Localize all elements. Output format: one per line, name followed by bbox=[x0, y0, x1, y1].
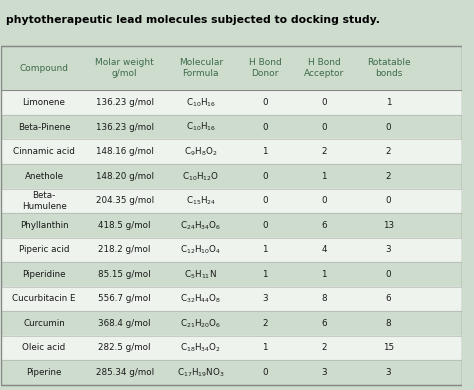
Text: Anethole: Anethole bbox=[25, 172, 64, 181]
Text: C$_{32}$H$_{44}$O$_{8}$: C$_{32}$H$_{44}$O$_{8}$ bbox=[180, 292, 221, 305]
Text: Piperidine: Piperidine bbox=[22, 270, 66, 279]
Text: H Bond
Acceptor: H Bond Acceptor bbox=[304, 58, 344, 78]
Text: 0: 0 bbox=[386, 270, 392, 279]
Text: 368.4 g/mol: 368.4 g/mol bbox=[99, 319, 151, 328]
Text: phytotherapeutic lead molecules subjected to docking study.: phytotherapeutic lead molecules subjecte… bbox=[6, 15, 380, 25]
Bar bbox=[1, 46, 462, 90]
Text: Piperic acid: Piperic acid bbox=[19, 245, 69, 254]
Text: 15: 15 bbox=[383, 344, 394, 353]
Text: C$_{9}$H$_{8}$O$_{2}$: C$_{9}$H$_{8}$O$_{2}$ bbox=[184, 145, 218, 158]
Text: Beta-Pinene: Beta-Pinene bbox=[18, 123, 70, 132]
Text: C$_{24}$H$_{34}$O$_{6}$: C$_{24}$H$_{34}$O$_{6}$ bbox=[180, 219, 221, 232]
Text: 0: 0 bbox=[263, 123, 268, 132]
Text: C$_{10}$H$_{12}$O: C$_{10}$H$_{12}$O bbox=[182, 170, 219, 183]
Text: 1: 1 bbox=[263, 270, 268, 279]
Text: 2: 2 bbox=[386, 172, 392, 181]
Bar bbox=[1, 46, 462, 385]
Text: Oleic acid: Oleic acid bbox=[22, 344, 65, 353]
Text: 1: 1 bbox=[321, 270, 327, 279]
Bar bbox=[1, 238, 462, 262]
Text: 204.35 g/mol: 204.35 g/mol bbox=[96, 196, 154, 205]
Text: Beta-
Humulene: Beta- Humulene bbox=[22, 191, 66, 211]
Bar bbox=[1, 287, 462, 311]
Text: Cucurbitacin E: Cucurbitacin E bbox=[12, 294, 76, 303]
Text: 6: 6 bbox=[321, 319, 327, 328]
Text: 13: 13 bbox=[383, 221, 394, 230]
Text: 1: 1 bbox=[386, 98, 392, 107]
Text: 148.20 g/mol: 148.20 g/mol bbox=[96, 172, 154, 181]
Text: 0: 0 bbox=[321, 123, 327, 132]
Text: 0: 0 bbox=[263, 98, 268, 107]
Text: 0: 0 bbox=[321, 196, 327, 205]
Bar bbox=[1, 164, 462, 188]
Text: H Bond
Donor: H Bond Donor bbox=[249, 58, 282, 78]
Text: 2: 2 bbox=[321, 147, 327, 156]
Text: Compound: Compound bbox=[19, 64, 69, 73]
Text: 136.23 g/mol: 136.23 g/mol bbox=[96, 98, 154, 107]
Text: 6: 6 bbox=[386, 294, 392, 303]
Text: C$_{18}$H$_{34}$O$_{2}$: C$_{18}$H$_{34}$O$_{2}$ bbox=[180, 342, 221, 354]
Text: Molar weight
g/mol: Molar weight g/mol bbox=[95, 58, 154, 78]
Text: 136.23 g/mol: 136.23 g/mol bbox=[96, 123, 154, 132]
Bar bbox=[1, 311, 462, 336]
Text: 2: 2 bbox=[263, 319, 268, 328]
Text: 6: 6 bbox=[321, 221, 327, 230]
Text: Curcumin: Curcumin bbox=[23, 319, 65, 328]
Text: 0: 0 bbox=[263, 221, 268, 230]
Text: 0: 0 bbox=[386, 123, 392, 132]
Text: 282.5 g/mol: 282.5 g/mol bbox=[99, 344, 151, 353]
Text: 3: 3 bbox=[321, 368, 327, 377]
Text: 2: 2 bbox=[386, 147, 392, 156]
Text: 1: 1 bbox=[321, 172, 327, 181]
Text: 0: 0 bbox=[263, 368, 268, 377]
Text: C$_{17}$H$_{19}$NO$_{3}$: C$_{17}$H$_{19}$NO$_{3}$ bbox=[177, 366, 225, 379]
Text: 2: 2 bbox=[321, 344, 327, 353]
Bar bbox=[1, 336, 462, 360]
Text: 1: 1 bbox=[263, 344, 268, 353]
Text: 148.16 g/mol: 148.16 g/mol bbox=[96, 147, 154, 156]
Text: Cinnamic acid: Cinnamic acid bbox=[13, 147, 75, 156]
Text: 556.7 g/mol: 556.7 g/mol bbox=[99, 294, 151, 303]
Text: 1: 1 bbox=[263, 147, 268, 156]
Text: 3: 3 bbox=[386, 368, 392, 377]
Text: C$_{5}$H$_{11}$N: C$_{5}$H$_{11}$N bbox=[184, 268, 217, 281]
Bar bbox=[1, 262, 462, 287]
Text: Rotatable
bonds: Rotatable bonds bbox=[367, 58, 410, 78]
Bar bbox=[1, 140, 462, 164]
Text: 218.2 g/mol: 218.2 g/mol bbox=[99, 245, 151, 254]
Text: Limonene: Limonene bbox=[23, 98, 65, 107]
Bar bbox=[1, 360, 462, 385]
Text: 285.34 g/mol: 285.34 g/mol bbox=[96, 368, 154, 377]
Bar bbox=[1, 90, 462, 115]
Text: 4: 4 bbox=[321, 245, 327, 254]
Text: 0: 0 bbox=[263, 172, 268, 181]
Text: 0: 0 bbox=[263, 196, 268, 205]
Text: 3: 3 bbox=[263, 294, 268, 303]
Text: C$_{15}$H$_{24}$: C$_{15}$H$_{24}$ bbox=[186, 195, 216, 207]
Text: Phyllanthin: Phyllanthin bbox=[20, 221, 68, 230]
Text: C$_{12}$H$_{10}$O$_{4}$: C$_{12}$H$_{10}$O$_{4}$ bbox=[180, 244, 221, 256]
Text: 0: 0 bbox=[386, 196, 392, 205]
Bar bbox=[1, 115, 462, 140]
Text: Piperine: Piperine bbox=[27, 368, 62, 377]
Bar bbox=[1, 213, 462, 238]
Text: 418.5 g/mol: 418.5 g/mol bbox=[99, 221, 151, 230]
Text: 3: 3 bbox=[386, 245, 392, 254]
Text: C$_{10}$H$_{16}$: C$_{10}$H$_{16}$ bbox=[186, 96, 216, 109]
Text: 8: 8 bbox=[321, 294, 327, 303]
Text: Molecular
Formula: Molecular Formula bbox=[179, 58, 223, 78]
Text: 1: 1 bbox=[263, 245, 268, 254]
Bar bbox=[1, 188, 462, 213]
Text: C$_{21}$H$_{20}$O$_{6}$: C$_{21}$H$_{20}$O$_{6}$ bbox=[180, 317, 221, 330]
Text: C$_{10}$H$_{16}$: C$_{10}$H$_{16}$ bbox=[186, 121, 216, 133]
Text: 0: 0 bbox=[321, 98, 327, 107]
Text: 85.15 g/mol: 85.15 g/mol bbox=[99, 270, 151, 279]
Text: 8: 8 bbox=[386, 319, 392, 328]
